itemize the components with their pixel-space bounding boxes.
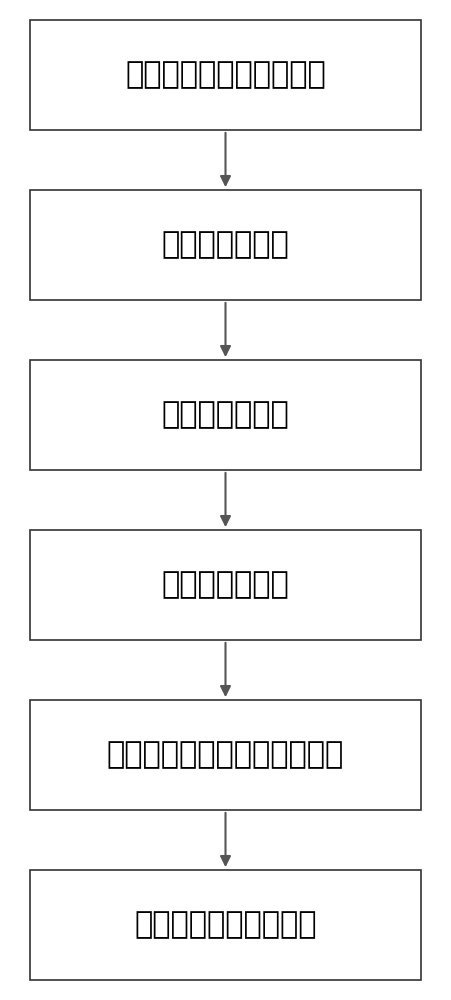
Text: 计算功率检验值: 计算功率检验值 bbox=[161, 570, 290, 599]
FancyBboxPatch shape bbox=[30, 700, 421, 810]
Text: 计算电压检验值: 计算电压检验值 bbox=[161, 231, 290, 259]
FancyBboxPatch shape bbox=[30, 530, 421, 640]
FancyBboxPatch shape bbox=[30, 360, 421, 470]
Text: 计算电压状态值与电流状态值: 计算电压状态值与电流状态值 bbox=[107, 740, 344, 770]
Text: 判断设备能耗异常状态: 判断设备能耗异常状态 bbox=[134, 910, 317, 940]
FancyBboxPatch shape bbox=[30, 870, 421, 980]
FancyBboxPatch shape bbox=[30, 20, 421, 130]
Text: 计算电流检验值: 计算电流检验值 bbox=[161, 400, 290, 430]
Text: 生成机械设备能耗数据集: 生成机械设备能耗数据集 bbox=[125, 60, 326, 90]
FancyBboxPatch shape bbox=[30, 190, 421, 300]
